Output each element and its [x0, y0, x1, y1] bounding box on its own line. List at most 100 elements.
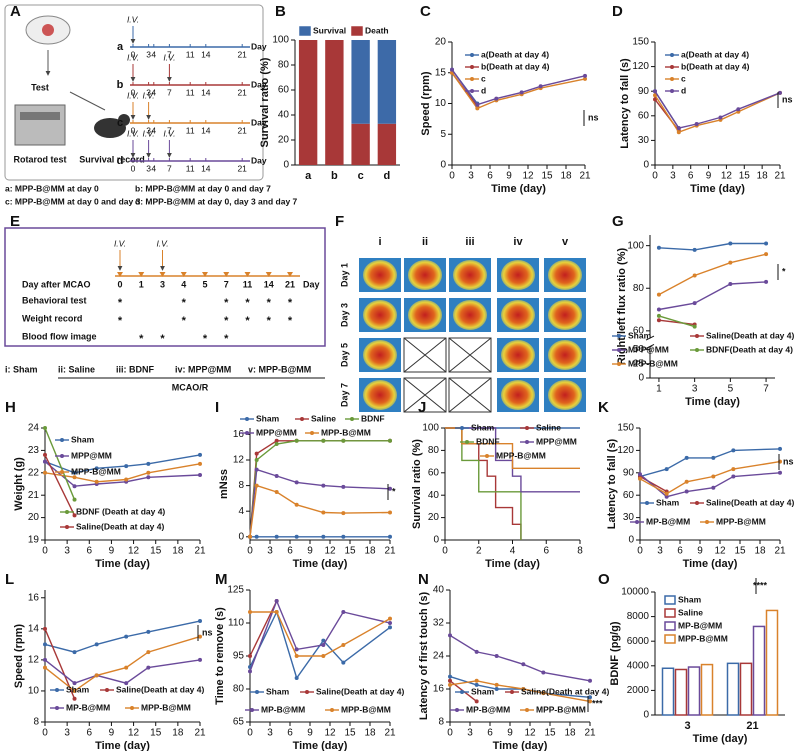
- legend-marker: [695, 334, 699, 338]
- legend-label: Sham: [256, 413, 280, 423]
- legend-swatch: [664, 608, 676, 618]
- bar: [700, 663, 714, 716]
- bar-segment: [351, 123, 370, 165]
- y-tick-label: 60: [633, 325, 645, 336]
- series-line: [249, 610, 391, 680]
- y-tick-label: 60: [278, 85, 290, 96]
- x-tick-label: 18: [364, 546, 376, 557]
- bar-segment: [377, 123, 397, 165]
- legend-label: MPP-B@MM: [496, 450, 546, 460]
- panel-label: I: [215, 399, 219, 416]
- row-name: Behavioral test: [22, 295, 87, 305]
- timeline-day: 3: [146, 49, 151, 59]
- empty-cross: [403, 377, 447, 413]
- legend-marker: [255, 690, 259, 694]
- legend-marker: [525, 708, 529, 712]
- column-label: iv: [513, 236, 523, 248]
- x-tick-label: 6: [487, 728, 493, 739]
- x-tick-label: 3: [467, 728, 473, 739]
- mouse-illustration: [14, 15, 130, 146]
- x-tick-label: 3: [692, 384, 698, 395]
- panel-label: F: [335, 213, 344, 230]
- x-axis-label: Time (day): [690, 183, 745, 195]
- timeline-day: 3: [146, 163, 151, 173]
- y-tick-label: 2000: [627, 685, 650, 696]
- row-label: Day 5: [339, 343, 349, 367]
- legend-label: MP-B@MM: [678, 620, 722, 630]
- x-tick-label: 9: [697, 546, 703, 557]
- legend-marker: [465, 440, 469, 444]
- point: [198, 619, 202, 624]
- x-tick-label: 18: [172, 546, 184, 557]
- x-tick-label: 12: [721, 171, 733, 182]
- legend-label: MPP@MM: [256, 427, 297, 437]
- x-tick-label: 5: [728, 384, 734, 395]
- y-tick-label: 60: [623, 490, 635, 501]
- annotation: ns: [588, 112, 599, 122]
- x-tick-label: 3: [64, 546, 70, 557]
- x-tick-label: 3: [468, 171, 474, 182]
- y-tick-label: 10: [28, 686, 40, 697]
- legend-marker: [670, 89, 674, 93]
- x-tick-label: 21: [579, 171, 591, 182]
- legend-label: Saline: [311, 413, 336, 423]
- x-tick-label: 21: [194, 728, 206, 739]
- legend-label: Survival: [313, 25, 346, 35]
- timeline-day: 0: [117, 279, 122, 289]
- y-tick-label: 0: [643, 160, 649, 171]
- timeline-marker: [223, 272, 230, 277]
- x-tick-label: 15: [150, 728, 162, 739]
- group-name: ii: Saline: [58, 364, 95, 374]
- x-tick-label: 9: [706, 171, 712, 182]
- legend-label: a(Death at day 4): [681, 49, 749, 59]
- y-tick-label: 30: [623, 512, 635, 523]
- timeline-marker: [117, 272, 123, 277]
- row-mark: *: [182, 315, 187, 327]
- y-tick-label: 10: [435, 98, 447, 109]
- iv-label: I.V.: [156, 238, 168, 248]
- x-tick-label: 8: [577, 546, 583, 557]
- y-tick-label: 22: [28, 467, 40, 478]
- x-tick-label: 12: [128, 728, 140, 739]
- series-line: [451, 72, 586, 110]
- iv-label: I.V.: [143, 90, 155, 100]
- timeline-day: 4: [181, 279, 186, 289]
- x-tick-label: 18: [172, 728, 184, 739]
- legend-marker: [617, 362, 621, 366]
- legend-marker: [470, 53, 474, 57]
- legend-marker: [55, 706, 59, 710]
- y-tick-label: 20: [278, 135, 290, 146]
- y-tick-label: 8: [438, 717, 444, 728]
- row-name: Blood flow image: [22, 331, 97, 341]
- iv-label: I.V.: [163, 52, 175, 62]
- y-tick-label: 150: [632, 37, 649, 48]
- y-tick-label: 80: [233, 684, 245, 695]
- legend-marker: [645, 501, 649, 505]
- x-tick-label: 0: [247, 546, 253, 557]
- group-name: i: Sham: [5, 364, 38, 374]
- y-axis-label: Weight (g): [13, 457, 25, 511]
- y-tick-label: 0: [440, 160, 446, 171]
- legend-swatch: [664, 634, 676, 644]
- y-tick-label: 4: [238, 506, 244, 517]
- x-axis-label: Time (day): [95, 558, 150, 570]
- series-line: [658, 319, 695, 326]
- panel-label: G: [612, 213, 624, 230]
- legend-label: d: [681, 85, 686, 95]
- panel-label: E: [10, 213, 20, 230]
- y-tick-label: 100: [627, 240, 644, 251]
- legend-label: MP-B@MM: [466, 704, 510, 714]
- y-tick-label: 4000: [627, 660, 650, 671]
- survival-label: Survival record: [79, 154, 145, 164]
- y-tick-label: 40: [278, 110, 290, 121]
- legend-label: MPP-B@MM: [536, 704, 586, 714]
- legend-label: Sham: [656, 497, 680, 507]
- legend-label: c: [481, 73, 486, 83]
- legend-label: MPP-B@MM: [321, 427, 371, 437]
- x-tick-label: 9: [506, 171, 512, 182]
- legend-marker: [695, 501, 699, 505]
- x-tick-label: 4: [510, 546, 516, 557]
- legend-label: Sham: [628, 330, 652, 340]
- x-tick-label: 15: [734, 546, 746, 557]
- group-legend: b: MPP-B@MM at day 0 and day 7: [135, 183, 271, 193]
